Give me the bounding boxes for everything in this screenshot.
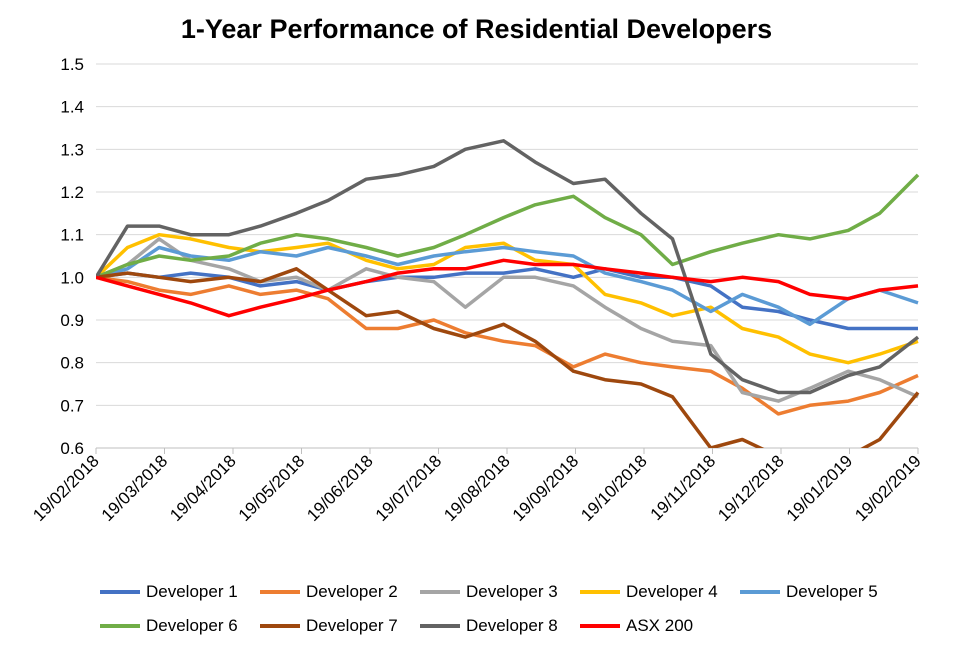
legend-swatch <box>420 590 460 594</box>
y-tick-label: 0.7 <box>60 396 84 415</box>
series-line-developer-8 <box>96 139 920 395</box>
legend-label: Developer 6 <box>146 616 238 635</box>
x-tick-label: 19/10/2018 <box>577 451 651 525</box>
legend-item: Developer 8 <box>420 616 558 636</box>
series-line-developer-2 <box>96 275 919 416</box>
x-tick-labels: 19/02/201819/03/201819/04/201819/05/2018… <box>29 451 925 525</box>
series-lines <box>96 139 920 448</box>
y-tick-labels: 0.6 0.7 0.8 0.9 1.0 1.1 1.2 1.3 1.4 1.5 <box>60 55 84 458</box>
x-tick-label: 19/02/2018 <box>29 451 103 525</box>
x-tick-label: 19/07/2018 <box>372 451 446 525</box>
y-tick-label: 1.3 <box>60 140 84 159</box>
legend-item: ASX 200 <box>580 616 693 636</box>
legend-item: Developer 1 <box>100 582 238 602</box>
x-tick-label: 19/09/2018 <box>509 451 583 525</box>
x-tick-label: 19/06/2018 <box>303 451 377 525</box>
x-tick-label: 19/12/2018 <box>714 451 788 525</box>
legend-swatch <box>100 590 140 594</box>
legend-label: Developer 4 <box>626 582 718 601</box>
series-line-developer-6 <box>96 173 920 279</box>
legend-label: Developer 1 <box>146 582 238 601</box>
x-tick-label: 19/08/2018 <box>440 451 514 525</box>
legend-item: Developer 3 <box>420 582 558 602</box>
legend-swatch <box>740 590 780 594</box>
y-tick-label: 1.1 <box>60 226 84 245</box>
chart-title: 1-Year Performance of Residential Develo… <box>180 14 773 44</box>
series-line-asx-200 <box>96 258 919 318</box>
y-tick-label: 1.4 <box>60 98 84 117</box>
legend-label: ASX 200 <box>626 616 694 635</box>
series-line-developer-5 <box>96 245 919 327</box>
legend-label: Developer 2 <box>306 582 398 601</box>
legend-swatch <box>580 590 620 594</box>
y-tick-label: 1.0 <box>60 268 84 287</box>
y-tick-label: 0.6 <box>60 439 84 458</box>
gridlines <box>96 63 918 449</box>
y-tick-label: 0.8 <box>60 354 84 373</box>
x-tick-label: 19/03/2018 <box>98 451 172 525</box>
legend-item: Developer 5 <box>740 582 878 602</box>
legend-swatch <box>420 624 460 628</box>
x-tick-label: 19/05/2018 <box>235 451 309 525</box>
axes <box>95 447 919 454</box>
x-tick-label: 19/01/2019 <box>783 451 857 525</box>
legend-label: Developer 7 <box>306 616 398 635</box>
legend-swatch <box>260 624 300 628</box>
y-tick-label: 1.2 <box>60 183 84 202</box>
y-tick-label: 0.9 <box>60 311 84 330</box>
series-line-developer-4 <box>96 232 919 365</box>
series-line-developer-7 <box>96 267 920 448</box>
legend-swatch <box>580 624 620 628</box>
x-tick-label: 19/04/2018 <box>166 451 240 525</box>
legend-item: Developer 6 <box>100 616 238 636</box>
series-line-developer-3 <box>96 237 919 403</box>
y-tick-label: 1.5 <box>60 55 84 74</box>
legend-swatch <box>100 624 140 628</box>
legend-item: Developer 7 <box>260 616 398 636</box>
legend-item: Developer 2 <box>260 582 398 602</box>
legend-label: Developer 8 <box>466 616 558 635</box>
legend-label: Developer 3 <box>466 582 558 601</box>
legend-swatch <box>260 590 300 594</box>
x-tick-label: 19/11/2018 <box>647 451 720 524</box>
legend-label: Developer 5 <box>786 582 878 601</box>
legend-item: Developer 4 <box>580 582 718 602</box>
x-tick-label: 19/02/2019 <box>851 451 925 525</box>
